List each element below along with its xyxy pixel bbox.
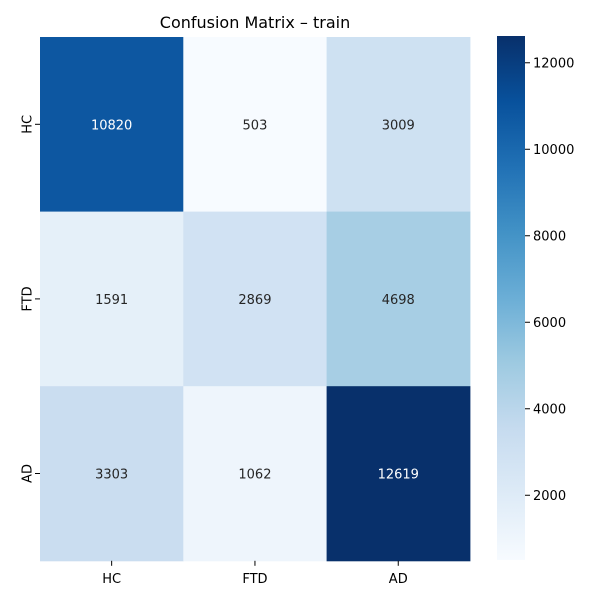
cell-value-label: 503 [243, 118, 268, 133]
x-tick-label: AD [389, 572, 408, 587]
y-tick-label: AD [21, 464, 36, 483]
colorbar-gradient [497, 36, 525, 560]
colorbar-ticks: 2000 4000 6000 8000 10000 12000 [525, 56, 574, 504]
heatmap-cell [326, 37, 471, 213]
cell-value-label: 3009 [382, 118, 415, 133]
chart-title: Confusion Matrix – train [160, 13, 350, 32]
cell-value-label: 4698 [382, 293, 415, 308]
cell-value-label: 2869 [238, 293, 271, 308]
cell-value-label: 12619 [378, 468, 419, 483]
cell-value-label: 3303 [95, 468, 128, 483]
heatmap-cell [40, 37, 184, 213]
colorbar-tick-label: 6000 [533, 316, 566, 331]
heatmap-cell [326, 386, 471, 562]
heatmap-cell [326, 211, 471, 387]
colorbar-tick-label: 8000 [533, 229, 566, 244]
heatmap-cell [40, 386, 184, 562]
heatmap-cells [40, 37, 471, 562]
x-tick-label: HC [102, 572, 121, 587]
y-tick-label: FTD [21, 286, 36, 311]
x-tick-label: FTD [242, 572, 267, 587]
y-axis: HC FTD AD [21, 115, 40, 483]
colorbar-tick-label: 4000 [533, 402, 566, 417]
cell-value-label: 10820 [91, 118, 132, 133]
x-axis: HC FTD AD [102, 560, 408, 587]
cell-value-label: 1591 [95, 293, 128, 308]
heatmap-cell [183, 386, 328, 562]
colorbar [497, 36, 525, 560]
colorbar-tick-label: 2000 [533, 489, 566, 504]
colorbar-tick-label: 10000 [533, 143, 574, 158]
heatmap-cell-labels: 10820 503 3009 1591 2869 4698 3303 1062 12619 [91, 118, 419, 482]
y-tick-label: HC [21, 115, 36, 134]
cell-value-label: 1062 [238, 468, 271, 483]
colorbar-tick-label: 12000 [533, 56, 574, 71]
heatmap-cell [40, 211, 184, 387]
heatmap-cell [183, 37, 328, 213]
heatmap-cell [183, 211, 328, 387]
